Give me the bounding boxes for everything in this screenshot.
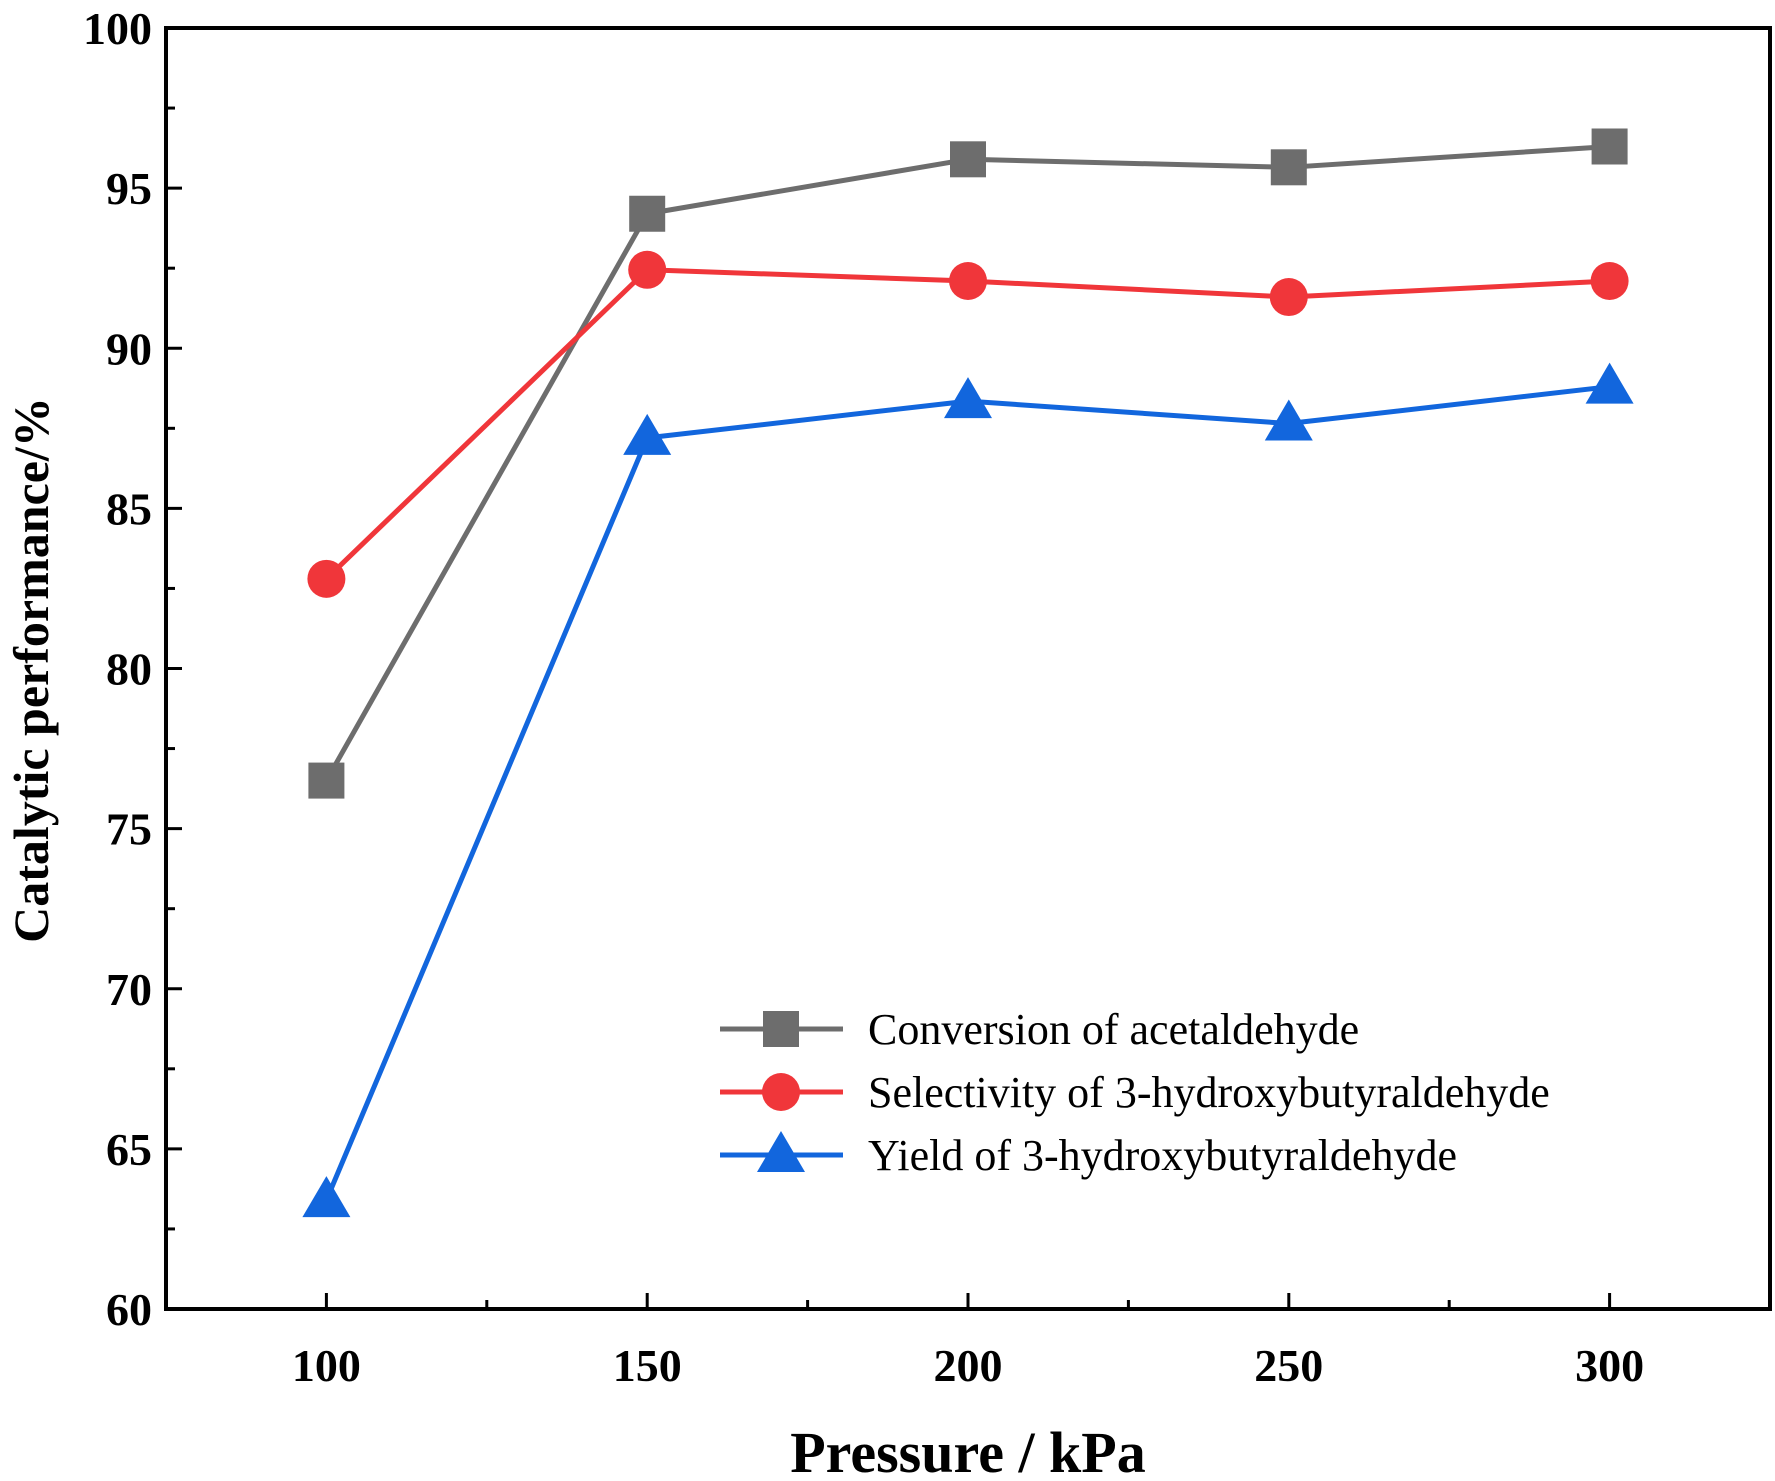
data-point	[629, 195, 666, 232]
y-tick-label: 70	[106, 964, 152, 1015]
series-circle	[307, 250, 1629, 598]
data-point	[1270, 149, 1307, 186]
data-point	[307, 559, 346, 598]
data-point	[308, 762, 345, 799]
y-tick-label: 95	[106, 163, 152, 214]
legend-marker	[763, 1011, 799, 1047]
x-tick-label: 150	[613, 1340, 682, 1391]
y-tick-label: 75	[106, 804, 152, 855]
x-tick-label: 200	[934, 1340, 1003, 1391]
series-triangle	[302, 362, 1634, 1218]
x-tick-label: 250	[1254, 1340, 1323, 1391]
data-point	[628, 250, 667, 289]
x-tick-label: 300	[1575, 1340, 1644, 1391]
y-tick-label: 90	[106, 323, 152, 374]
y-axis-title: Catalytic performance/%	[3, 397, 59, 943]
series-square	[308, 128, 1628, 799]
legend: Conversion of acetaldehyde Selectivity of…	[720, 1005, 1550, 1180]
y-tick-label: 85	[106, 483, 152, 534]
data-point	[944, 377, 992, 419]
legend-label: Conversion of acetaldehyde	[868, 1005, 1359, 1054]
y-tick-label: 65	[106, 1124, 152, 1175]
data-point	[950, 141, 986, 178]
x-axis-title: Pressure / kPa	[790, 1420, 1146, 1481]
legend-item: Conversion of acetaldehyde	[720, 1005, 1359, 1054]
data-point	[1591, 128, 1628, 165]
legend-label: Yield of 3-hydroxybutyraldehyde	[868, 1131, 1457, 1180]
legend-label: Selectivity of 3-hydroxybutyraldehyde	[868, 1068, 1550, 1117]
series-layer	[302, 128, 1634, 1218]
data-point	[1264, 399, 1313, 441]
data-point	[302, 1176, 351, 1218]
data-point	[623, 413, 672, 455]
y-tick-label: 80	[106, 644, 152, 695]
y-tick-label: 100	[83, 3, 152, 54]
x-tick-label: 100	[292, 1340, 361, 1391]
data-point	[1585, 362, 1634, 404]
data-point	[1269, 278, 1308, 317]
axis-ticks: 60 65 70 75 80 85 90 95 100 100 150 200 250 300	[83, 3, 1644, 1391]
y-tick-label: 60	[106, 1284, 152, 1335]
legend-marker	[757, 1131, 805, 1172]
legend-item: Yield of 3-hydroxybutyraldehyde	[720, 1131, 1457, 1180]
legend-marker	[762, 1073, 800, 1111]
data-point	[949, 261, 987, 300]
data-point	[1590, 261, 1629, 300]
plot-frame	[164, 26, 1772, 1311]
legend-item: Selectivity of 3-hydroxybutyraldehyde	[720, 1068, 1550, 1117]
